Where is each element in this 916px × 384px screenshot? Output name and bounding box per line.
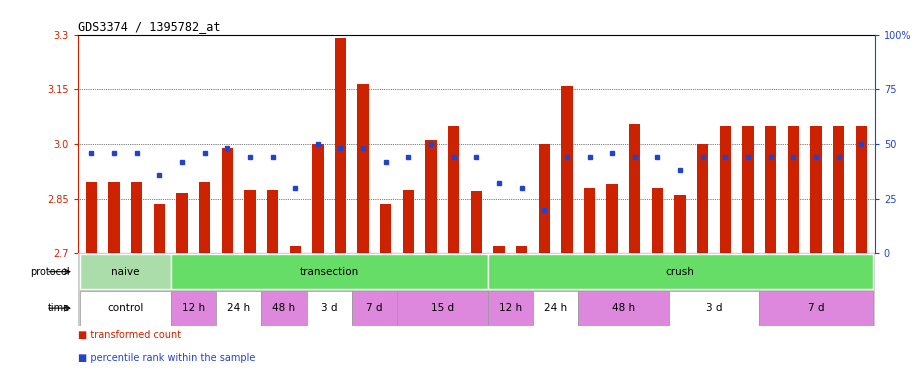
Bar [177,193,188,253]
Bar [448,126,459,253]
Bar [562,86,572,253]
Text: 15 d: 15 d [431,303,454,313]
Bar [154,204,165,253]
Bar [669,291,759,326]
Bar [487,254,873,289]
Bar [245,190,256,253]
Bar [80,291,170,326]
Bar [312,144,323,253]
Text: 7 d: 7 d [366,303,383,313]
Text: 24 h: 24 h [227,303,250,313]
Bar [856,126,867,253]
Bar [131,182,142,253]
Bar [578,291,669,326]
Text: GDS3374 / 1395782_at: GDS3374 / 1395782_at [78,20,221,33]
Bar [516,246,528,253]
Bar [86,182,97,253]
Text: 24 h: 24 h [544,303,567,313]
Bar [289,246,300,253]
Bar [471,191,482,253]
Bar [380,204,391,253]
Bar [606,184,617,253]
Text: time: time [48,303,70,313]
Bar [216,291,261,326]
Bar [674,195,686,253]
Bar [583,188,595,253]
Bar [357,84,369,253]
Bar [108,182,120,253]
Bar [788,126,799,253]
Bar [170,291,216,326]
Bar [742,126,754,253]
Bar [759,291,873,326]
Bar [199,182,211,253]
Bar [80,254,170,289]
Text: 3 d: 3 d [321,303,337,313]
Bar [397,291,487,326]
Text: protocol: protocol [30,266,70,277]
Bar [267,190,278,253]
Bar [833,126,845,253]
Bar [533,291,578,326]
Text: naive: naive [111,266,139,277]
Bar [539,144,550,253]
Text: control: control [107,303,144,313]
Text: transection: transection [300,266,359,277]
Bar [811,126,822,253]
Text: 48 h: 48 h [612,303,635,313]
Text: 48 h: 48 h [272,303,296,313]
Bar [335,38,346,253]
Bar [425,141,437,253]
Bar [261,291,307,326]
Bar [629,124,640,253]
Bar [697,144,708,253]
Bar [307,291,352,326]
Bar [170,254,487,289]
Text: 12 h: 12 h [498,303,522,313]
Bar [652,188,663,253]
Text: 7 d: 7 d [808,303,824,313]
Text: 12 h: 12 h [181,303,205,313]
Bar [765,126,776,253]
Text: crush: crush [666,266,694,277]
Bar [403,190,414,253]
Text: 3 d: 3 d [706,303,723,313]
Bar [222,147,233,253]
Text: ■ transformed count: ■ transformed count [78,330,181,340]
Bar [487,291,533,326]
Bar [720,126,731,253]
Text: ■ percentile rank within the sample: ■ percentile rank within the sample [78,353,256,363]
Bar [494,246,505,253]
Bar [352,291,397,326]
